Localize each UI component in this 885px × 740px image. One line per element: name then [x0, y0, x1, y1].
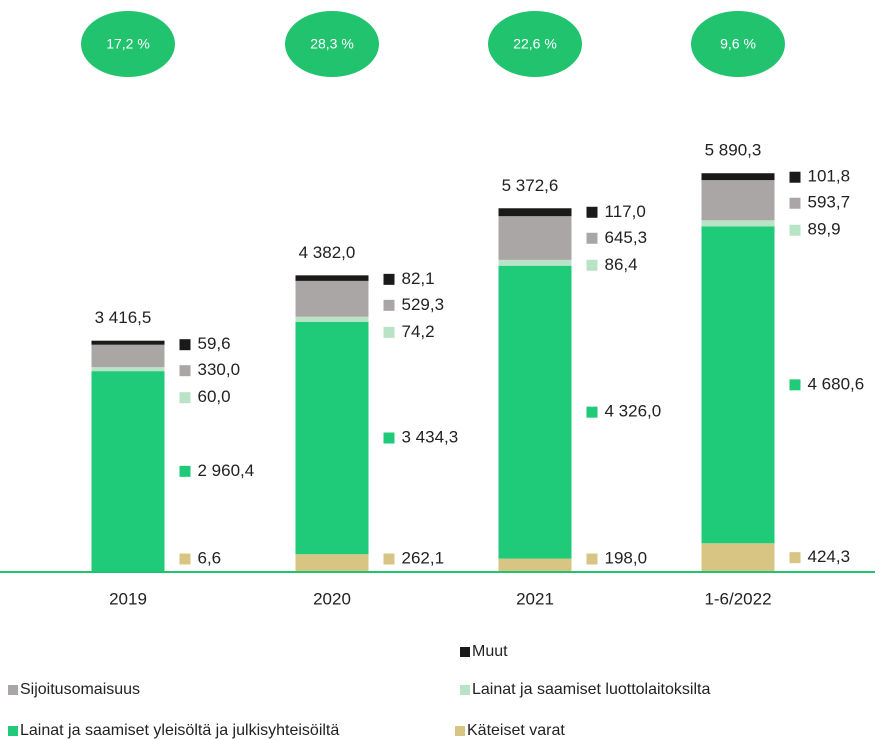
- growth-label: 28,3 %: [310, 36, 354, 52]
- bar-segment: [701, 220, 775, 227]
- x-tick-label: 2019: [109, 589, 147, 608]
- value-label: 59,6: [198, 334, 231, 353]
- x-tick-label: 2021: [516, 589, 554, 608]
- label-swatch: [179, 339, 191, 351]
- value-label: 3 434,3: [402, 427, 459, 446]
- bar-segment: [701, 173, 775, 181]
- label-swatch: [789, 171, 801, 183]
- legend-swatch: [460, 685, 470, 695]
- value-label: 101,8: [808, 167, 851, 186]
- value-label: 74,2: [402, 322, 435, 341]
- total-label: 3 416,5: [95, 308, 152, 327]
- legend-label: Käteiset varat: [467, 722, 565, 739]
- growth-label: 17,2 %: [106, 36, 150, 52]
- legend-swatch: [460, 647, 470, 657]
- bar-segment: [498, 216, 572, 260]
- growth-bubble: [81, 11, 175, 77]
- value-label: 4 680,6: [808, 374, 865, 393]
- bar-segment: [295, 280, 369, 317]
- label-swatch: [789, 379, 801, 391]
- bar-segment: [498, 259, 572, 266]
- value-label: 645,3: [605, 228, 648, 247]
- label-swatch: [383, 553, 395, 565]
- label-swatch: [383, 326, 395, 338]
- label-swatch: [383, 432, 395, 444]
- value-label: 424,3: [808, 547, 851, 566]
- label-swatch: [586, 553, 598, 565]
- label-swatch: [586, 259, 598, 271]
- legend-swatch: [8, 726, 18, 736]
- value-label: 198,0: [605, 548, 648, 567]
- label-swatch: [383, 273, 395, 285]
- legend-label: Muut: [472, 643, 508, 660]
- growth-bubble: [691, 11, 785, 77]
- value-label: 262,1: [402, 548, 445, 567]
- x-tick-label: 2020: [313, 589, 351, 608]
- bar-segment: [91, 371, 165, 572]
- bar-segment: [91, 367, 165, 372]
- growth-label: 22,6 %: [513, 36, 557, 52]
- value-label: 4 326,0: [605, 402, 662, 421]
- bar-segment: [295, 554, 369, 572]
- value-label: 6,6: [198, 548, 222, 567]
- growth-bubble: [285, 11, 379, 77]
- value-label: 2 960,4: [198, 461, 255, 480]
- value-label: 89,9: [808, 220, 841, 239]
- value-label: 82,1: [402, 269, 435, 288]
- label-swatch: [789, 552, 801, 564]
- x-tick-label: 1-6/2022: [704, 589, 771, 608]
- bar-segment: [295, 316, 369, 322]
- legend-label: Sijoitusomaisuus: [20, 681, 140, 698]
- legend-label: Lainat ja saamiset yleisöltä ja julkisyh…: [20, 722, 339, 739]
- growth-label: 9,6 %: [720, 36, 756, 52]
- label-swatch: [586, 206, 598, 218]
- bar-segment: [295, 321, 369, 555]
- label-swatch: [179, 553, 191, 565]
- total-label: 5 372,6: [502, 176, 559, 195]
- bar-segment: [91, 344, 165, 368]
- value-label: 529,3: [402, 295, 445, 314]
- bar-segment: [91, 340, 165, 345]
- label-swatch: [586, 232, 598, 244]
- label-swatch: [179, 392, 191, 404]
- legend-swatch: [8, 685, 18, 695]
- value-label: 593,7: [808, 193, 851, 212]
- bar-segment: [295, 275, 369, 281]
- bar-segment: [701, 543, 775, 572]
- bar-segment: [498, 265, 572, 559]
- total-label: 4 382,0: [299, 243, 356, 262]
- value-label: 60,0: [198, 387, 231, 406]
- growth-bubble: [488, 11, 582, 77]
- label-swatch: [179, 365, 191, 377]
- label-swatch: [383, 299, 395, 311]
- label-swatch: [179, 465, 191, 477]
- label-swatch: [789, 224, 801, 236]
- legend-swatch: [455, 726, 465, 736]
- value-label: 330,0: [198, 360, 241, 379]
- bar-segment: [498, 558, 572, 572]
- bar-segment: [701, 180, 775, 221]
- value-label: 117,0: [605, 202, 646, 221]
- label-swatch: [586, 406, 598, 418]
- label-swatch: [789, 197, 801, 209]
- total-label: 5 890,3: [705, 141, 762, 160]
- bar-segment: [701, 226, 775, 544]
- bar-segment: [498, 208, 572, 217]
- value-label: 86,4: [605, 255, 638, 274]
- legend-label: Lainat ja saamiset luottolaitoksilta: [472, 681, 710, 698]
